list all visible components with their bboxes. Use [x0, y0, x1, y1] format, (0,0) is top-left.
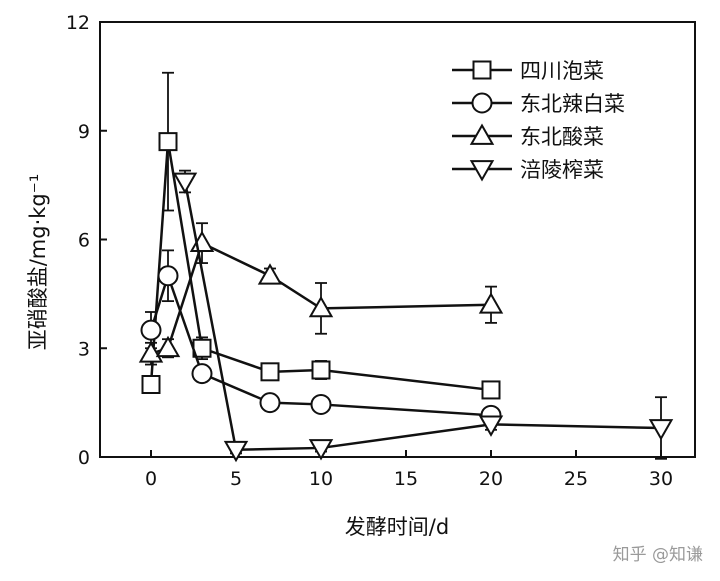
data-point [260, 362, 280, 382]
x-tick-label: 30 [649, 468, 673, 490]
series-1 [141, 71, 501, 400]
data-point [310, 393, 332, 415]
data-point [191, 363, 213, 385]
data-point [158, 132, 178, 152]
series-4 [172, 169, 674, 463]
watermark-text: 知乎 @知谦 [613, 545, 703, 565]
x-tick-label: 0 [145, 468, 157, 490]
data-point [311, 360, 331, 380]
y-tick-label: 0 [78, 447, 90, 469]
legend-marker [469, 123, 495, 145]
data-point [308, 439, 334, 461]
data-point [141, 375, 161, 394]
legend-entry-4: 涪陵榨菜 [452, 158, 604, 182]
data-point [223, 440, 249, 463]
legend-marker [469, 160, 495, 182]
plot-frame [99, 21, 696, 458]
series-area [138, 71, 674, 463]
legend-label: 四川泡菜 [520, 59, 604, 83]
x-tick-label: 20 [479, 468, 503, 490]
legend-marker [472, 60, 492, 80]
legend-entry-1: 四川泡菜 [452, 59, 604, 83]
series-2 [140, 249, 502, 426]
data-point [172, 172, 198, 195]
legend-label: 涪陵榨菜 [520, 158, 604, 182]
y-tick-label: 6 [78, 230, 90, 252]
legend-label: 东北辣白菜 [520, 92, 625, 116]
data-point [140, 319, 162, 341]
legend-entry-2: 东北辣白菜 [452, 92, 625, 116]
y-tick-label: 9 [78, 121, 90, 143]
data-point [259, 392, 281, 414]
y-tick-label: 3 [78, 338, 90, 360]
legend-entry-3: 东北酸菜 [452, 123, 604, 149]
y-tick-label: 12 [66, 12, 90, 34]
series-line [183, 181, 662, 452]
legend-marker [471, 92, 493, 114]
series-3 [138, 222, 504, 366]
y-axis-title: 亚硝酸盐/mg·kg⁻¹ [26, 174, 50, 351]
x-axis-title: 发酵时间/d [345, 515, 449, 539]
data-point [648, 419, 674, 441]
data-point [478, 415, 504, 437]
data-point [155, 335, 181, 358]
x-tick-label: 15 [394, 468, 418, 490]
series-line [149, 141, 492, 392]
data-point [478, 292, 504, 314]
ticks: 0 5 10 15 20 25 30 0 3 6 9 12 [66, 12, 673, 490]
data-point [257, 263, 283, 285]
legend-label: 东北酸菜 [520, 125, 604, 149]
data-point [308, 295, 334, 318]
data-point [481, 380, 501, 400]
x-tick-label: 25 [564, 468, 588, 490]
data-point [157, 265, 179, 287]
x-tick-label: 5 [230, 468, 242, 490]
x-tick-label: 10 [309, 468, 333, 490]
axes [99, 21, 696, 458]
